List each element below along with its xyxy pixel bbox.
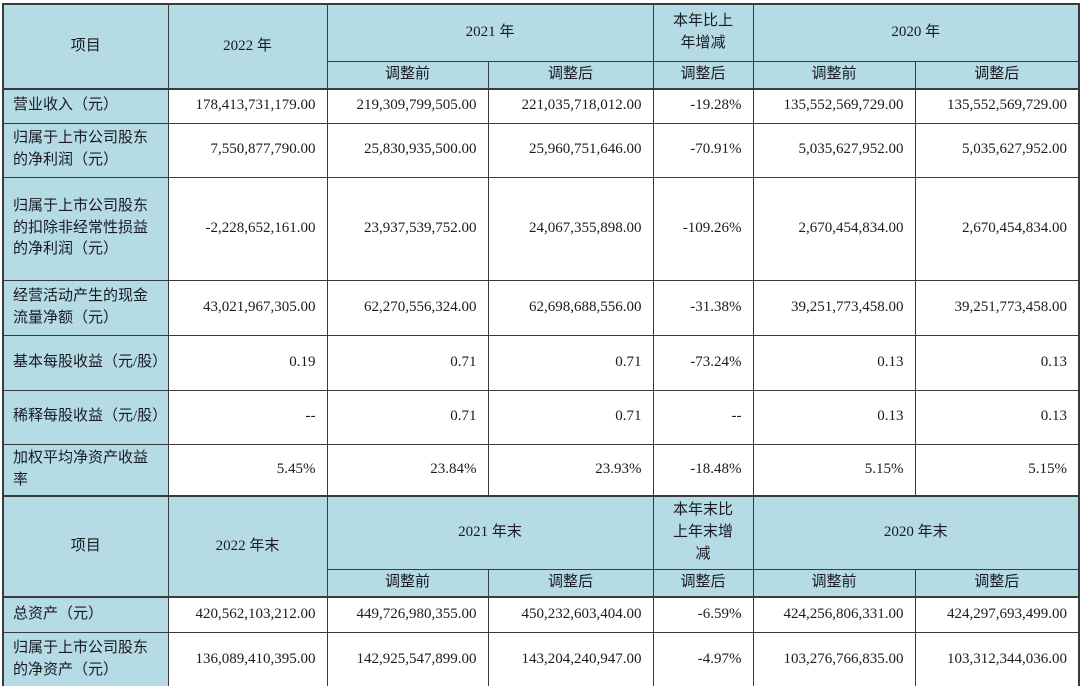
subheader-2020-post: 调整后 bbox=[914, 60, 1080, 90]
value-2021-post: 0.71 bbox=[487, 389, 654, 445]
section2-header-row: 项目 2022 年末 2021 年末 本年末比上年末增减 2020 年末 bbox=[2, 495, 1080, 598]
value-2020-pre: 0.13 bbox=[752, 389, 916, 445]
subheader-2020-pre: 调整前 bbox=[752, 568, 916, 598]
table-row-net-profit: 归属于上市公司股东的净利润（元） 7,550,877,790.00 25,830… bbox=[2, 122, 1080, 178]
value-change: -70.91% bbox=[652, 122, 754, 178]
value-2022: -2,228,652,161.00 bbox=[167, 176, 328, 281]
value-2020-post: 2,670,454,834.00 bbox=[914, 176, 1080, 281]
value-change: -6.59% bbox=[652, 596, 754, 633]
value-2021-pre: 62,270,556,324.00 bbox=[326, 279, 489, 336]
value-2020-pre: 0.13 bbox=[752, 334, 916, 391]
value-2021-pre: 449,726,980,355.00 bbox=[326, 596, 489, 633]
value-2021-post: 0.71 bbox=[487, 334, 654, 391]
value-2021-post: 62,698,688,556.00 bbox=[487, 279, 654, 336]
value-2020-pre: 103,276,766,835.00 bbox=[752, 631, 916, 686]
value-2022: 0.19 bbox=[167, 334, 328, 391]
value-change: -31.38% bbox=[652, 279, 754, 336]
section1-subheader-row: 调整前 调整后 调整后 调整前 调整后 bbox=[3, 60, 1080, 90]
col-header-2022-end: 2022 年末 bbox=[167, 495, 328, 598]
value-2021-pre: 25,830,935,500.00 bbox=[326, 122, 489, 178]
subheader-2021-pre: 调整前 bbox=[326, 60, 489, 90]
value-2020-pre: 39,251,773,458.00 bbox=[752, 279, 916, 336]
subheader-2021-post: 调整后 bbox=[487, 60, 654, 90]
subheader-change-post: 调整后 bbox=[652, 60, 754, 90]
value-2020-post: 0.13 bbox=[914, 334, 1080, 391]
metric-label: 营业收入（元） bbox=[2, 88, 169, 124]
value-2021-pre: 142,925,547,899.00 bbox=[326, 631, 489, 686]
value-2020-post: 103,312,344,036.00 bbox=[914, 631, 1080, 686]
value-2021-post: 25,960,751,646.00 bbox=[487, 122, 654, 178]
table-row-net-profit-excl-nonrecurring: 归属于上市公司股东的扣除非经常性损益的净利润（元） -2,228,652,161… bbox=[2, 176, 1080, 281]
value-2020-pre: 5.15% bbox=[752, 443, 916, 497]
value-2020-post: 0.13 bbox=[914, 389, 1080, 445]
table-row-total-assets: 总资产（元） 420,562,103,212.00 449,726,980,35… bbox=[2, 596, 1080, 633]
value-2020-pre: 424,256,806,331.00 bbox=[752, 596, 916, 633]
section1-header-row: 项目 2022 年 2021 年 本年比上年增减 2020 年 bbox=[2, 3, 1080, 90]
metric-label: 归属于上市公司股东的净利润（元） bbox=[2, 122, 169, 178]
col-header-2020: 2020 年 bbox=[752, 3, 1080, 62]
table-row-weighted-avg-roe: 加权平均净资产收益率 5.45% 23.84% 23.93% -18.48% 5… bbox=[2, 443, 1080, 497]
value-2020-pre: 2,670,454,834.00 bbox=[752, 176, 916, 281]
metric-label: 经营活动产生的现金流量净额（元） bbox=[2, 279, 169, 336]
value-2021-pre: 0.71 bbox=[326, 389, 489, 445]
value-2020-post: 5,035,627,952.00 bbox=[914, 122, 1080, 178]
table-row-basic-eps: 基本每股收益（元/股） 0.19 0.71 0.71 -73.24% 0.13 … bbox=[2, 334, 1080, 391]
value-2022: -- bbox=[167, 389, 328, 445]
value-2022: 43,021,967,305.00 bbox=[167, 279, 328, 336]
metric-label: 总资产（元） bbox=[2, 596, 169, 633]
table-row-operating-cash-flow: 经营活动产生的现金流量净额（元） 43,021,967,305.00 62,27… bbox=[2, 279, 1080, 336]
metric-label: 加权平均净资产收益率 bbox=[2, 443, 169, 497]
table-row-net-assets: 归属于上市公司股东的净资产（元） 136,089,410,395.00 142,… bbox=[2, 631, 1080, 686]
subheader-2020-post: 调整后 bbox=[914, 568, 1080, 598]
col-header-2021: 2021 年 bbox=[326, 3, 654, 62]
value-2021-post: 450,232,603,404.00 bbox=[487, 596, 654, 633]
value-2020-post: 424,297,693,499.00 bbox=[914, 596, 1080, 633]
key-financials-table: 项目 2022 年 2021 年 本年比上年增减 2020 年 调整前 调整后 … bbox=[2, 3, 1080, 686]
metric-label: 归属于上市公司股东的扣除非经常性损益的净利润（元） bbox=[2, 176, 169, 281]
value-2022: 420,562,103,212.00 bbox=[167, 596, 328, 633]
value-2022: 136,089,410,395.00 bbox=[167, 631, 328, 686]
col-header-yoy-change: 本年比上年增减 bbox=[652, 3, 754, 62]
value-change: -18.48% bbox=[652, 443, 754, 497]
value-2021-post: 221,035,718,012.00 bbox=[487, 88, 654, 124]
subheader-2021-pre: 调整前 bbox=[326, 568, 489, 598]
col-header-item: 项目 bbox=[2, 495, 169, 598]
value-2022: 5.45% bbox=[167, 443, 328, 497]
value-change: -- bbox=[652, 389, 754, 445]
col-header-2021-end: 2021 年末 bbox=[326, 495, 654, 570]
col-header-yoy-end-change: 本年末比上年末增减 bbox=[652, 495, 754, 570]
value-2021-post: 143,204,240,947.00 bbox=[487, 631, 654, 686]
metric-label: 基本每股收益（元/股） bbox=[2, 334, 169, 391]
metric-label: 归属于上市公司股东的净资产（元） bbox=[2, 631, 169, 686]
col-header-item: 项目 bbox=[2, 3, 169, 90]
subheader-change-post: 调整后 bbox=[652, 568, 754, 598]
value-2020-post: 5.15% bbox=[914, 443, 1080, 497]
value-2020-post: 39,251,773,458.00 bbox=[914, 279, 1080, 336]
value-2022: 7,550,877,790.00 bbox=[167, 122, 328, 178]
value-change: -73.24% bbox=[652, 334, 754, 391]
subheader-2021-post: 调整后 bbox=[487, 568, 654, 598]
value-2020-post: 135,552,569,729.00 bbox=[914, 88, 1080, 124]
col-header-2020-end: 2020 年末 bbox=[752, 495, 1080, 570]
table-row-revenue: 营业收入（元） 178,413,731,179.00 219,309,799,5… bbox=[2, 88, 1080, 124]
value-2021-pre: 0.71 bbox=[326, 334, 489, 391]
table-row-diluted-eps: 稀释每股收益（元/股） -- 0.71 0.71 -- 0.13 0.13 bbox=[2, 389, 1080, 445]
col-header-2022: 2022 年 bbox=[167, 3, 328, 90]
value-change: -109.26% bbox=[652, 176, 754, 281]
section2-subheader-row: 调整前 调整后 调整后 调整前 调整后 bbox=[3, 568, 1080, 598]
value-2021-pre: 23.84% bbox=[326, 443, 489, 497]
value-2022: 178,413,731,179.00 bbox=[167, 88, 328, 124]
value-change: -4.97% bbox=[652, 631, 754, 686]
value-2020-pre: 135,552,569,729.00 bbox=[752, 88, 916, 124]
metric-label: 稀释每股收益（元/股） bbox=[2, 389, 169, 445]
value-2021-pre: 23,937,539,752.00 bbox=[326, 176, 489, 281]
value-2020-pre: 5,035,627,952.00 bbox=[752, 122, 916, 178]
value-2021-post: 24,067,355,898.00 bbox=[487, 176, 654, 281]
value-2021-post: 23.93% bbox=[487, 443, 654, 497]
value-change: -19.28% bbox=[652, 88, 754, 124]
value-2021-pre: 219,309,799,505.00 bbox=[326, 88, 489, 124]
subheader-2020-pre: 调整前 bbox=[752, 60, 916, 90]
